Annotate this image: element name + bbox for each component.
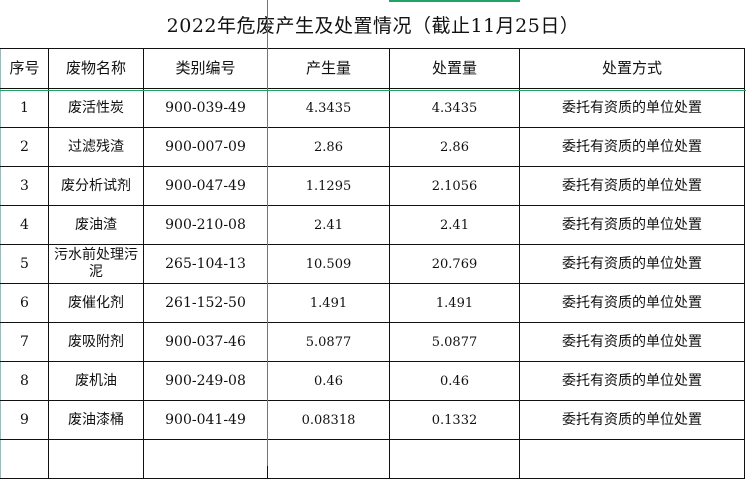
- empty-cell[interactable]: [267, 439, 390, 479]
- selection-border: [0, 90, 746, 91]
- generated-cell[interactable]: 5.0877: [267, 322, 390, 362]
- code-cell[interactable]: 900-047-49: [143, 166, 268, 206]
- table-row: [0, 439, 745, 479]
- disposed-cell[interactable]: 2.86: [389, 127, 520, 167]
- index-cell[interactable]: 1: [0, 88, 49, 128]
- header-cell[interactable]: 处置方式: [519, 48, 745, 89]
- code-cell[interactable]: 900-007-09: [143, 127, 268, 167]
- disposed-cell[interactable]: 1.491: [389, 283, 520, 323]
- generated-cell[interactable]: 10.509: [267, 244, 390, 284]
- empty-cell[interactable]: [0, 439, 49, 479]
- method-cell[interactable]: 委托有资质的单位处置: [519, 127, 745, 167]
- generated-cell[interactable]: 1.1295: [267, 166, 390, 206]
- table-row: 1 废活性炭 900-039-49 4.3435 4.3435 委托有资质的单位处置: [0, 88, 745, 128]
- disposed-cell[interactable]: 2.1056: [389, 166, 520, 206]
- disposed-cell[interactable]: 20.769: [389, 244, 520, 284]
- code-cell[interactable]: 900-210-08: [143, 205, 268, 245]
- disposed-cell[interactable]: 0.46: [389, 361, 520, 401]
- index-cell[interactable]: 8: [0, 361, 49, 401]
- method-cell[interactable]: 委托有资质的单位处置: [519, 244, 745, 284]
- empty-cell[interactable]: [143, 439, 268, 479]
- header-cell[interactable]: 废物名称: [48, 48, 144, 89]
- name-cell[interactable]: 废吸附剂: [48, 322, 144, 362]
- generated-cell[interactable]: 0.46: [267, 361, 390, 401]
- header-cell[interactable]: 产生量: [267, 48, 390, 89]
- empty-cell[interactable]: [48, 439, 144, 479]
- generated-cell[interactable]: 2.41: [267, 205, 390, 245]
- header-cell[interactable]: 序号: [0, 48, 49, 89]
- name-cell[interactable]: 废油渣: [48, 205, 144, 245]
- method-cell[interactable]: 委托有资质的单位处置: [519, 361, 745, 401]
- name-cell[interactable]: 废油漆桶: [48, 400, 144, 440]
- column-header-highlight: [389, 0, 520, 2]
- name-cell[interactable]: 废催化剂: [48, 283, 144, 323]
- method-cell[interactable]: 委托有资质的单位处置: [519, 400, 745, 440]
- code-cell[interactable]: 900-249-08: [143, 361, 268, 401]
- disposed-cell[interactable]: 0.1332: [389, 400, 520, 440]
- index-cell[interactable]: 9: [0, 400, 49, 440]
- index-cell[interactable]: 7: [0, 322, 49, 362]
- table-row: 9 废油漆桶 900-041-49 0.08318 0.1332 委托有资质的单位处置: [0, 400, 745, 440]
- method-cell[interactable]: 委托有资质的单位处置: [519, 322, 745, 362]
- disposed-cell[interactable]: 2.41: [389, 205, 520, 245]
- name-cell[interactable]: 废活性炭: [48, 88, 144, 128]
- index-cell[interactable]: 3: [0, 166, 49, 206]
- generated-cell[interactable]: 1.491: [267, 283, 390, 323]
- header-cell[interactable]: 处置量: [389, 48, 520, 89]
- index-cell[interactable]: 5: [0, 244, 49, 284]
- index-cell[interactable]: 6: [0, 283, 49, 323]
- table-row: 7 废吸附剂 900-037-46 5.0877 5.0877 委托有资质的单位处置: [0, 322, 745, 362]
- method-cell[interactable]: 委托有资质的单位处置: [519, 88, 745, 128]
- name-cell[interactable]: 废机油: [48, 361, 144, 401]
- code-cell[interactable]: 261-152-50: [143, 283, 268, 323]
- generated-cell[interactable]: 2.86: [267, 127, 390, 167]
- selection-border: [267, 0, 268, 466]
- header-row: 序号 废物名称 类别编号 产生量 处置量 处置方式: [0, 48, 745, 89]
- method-cell[interactable]: 委托有资质的单位处置: [519, 283, 745, 323]
- disposed-cell[interactable]: 4.3435: [389, 88, 520, 128]
- table-row: 5 污水前处理污泥 265-104-13 10.509 20.769 委托有资质的单位处置: [0, 244, 745, 284]
- code-cell[interactable]: 900-037-46: [143, 322, 268, 362]
- waste-table: 序号 废物名称 类别编号 产生量 处置量 处置方式 1 废活性炭 900-039-4…: [0, 48, 745, 479]
- method-cell[interactable]: 委托有资质的单位处置: [519, 205, 745, 245]
- name-cell[interactable]: 过滤残渣: [48, 127, 144, 167]
- header-cell[interactable]: 类别编号: [143, 48, 268, 89]
- name-cell[interactable]: 废分析试剂: [48, 166, 144, 206]
- generated-cell[interactable]: 4.3435: [267, 88, 390, 128]
- sheet-title[interactable]: 2022年危废产生及处置情况（截止11月25日）: [166, 14, 580, 37]
- empty-cell[interactable]: [519, 439, 745, 479]
- table-row: 6 废催化剂 261-152-50 1.491 1.491 委托有资质的单位处置: [0, 283, 745, 323]
- code-cell[interactable]: 900-039-49: [143, 88, 268, 128]
- table-row: 3 废分析试剂 900-047-49 1.1295 2.1056 委托有资质的单位处置: [0, 166, 745, 206]
- empty-cell[interactable]: [389, 439, 520, 479]
- code-cell[interactable]: 900-041-49: [143, 400, 268, 440]
- generated-cell[interactable]: 0.08318: [267, 400, 390, 440]
- code-cell[interactable]: 265-104-13: [143, 244, 268, 284]
- disposed-cell[interactable]: 5.0877: [389, 322, 520, 362]
- table-row: 8 废机油 900-249-08 0.46 0.46 委托有资质的单位处置: [0, 361, 745, 401]
- method-cell[interactable]: 委托有资质的单位处置: [519, 166, 745, 206]
- name-cell[interactable]: 污水前处理污泥: [48, 244, 144, 284]
- table-row: 2 过滤残渣 900-007-09 2.86 2.86 委托有资质的单位处置: [0, 127, 745, 167]
- table-row: 4 废油渣 900-210-08 2.41 2.41 委托有资质的单位处置: [0, 205, 745, 245]
- index-cell[interactable]: 4: [0, 205, 49, 245]
- index-cell[interactable]: 2: [0, 127, 49, 167]
